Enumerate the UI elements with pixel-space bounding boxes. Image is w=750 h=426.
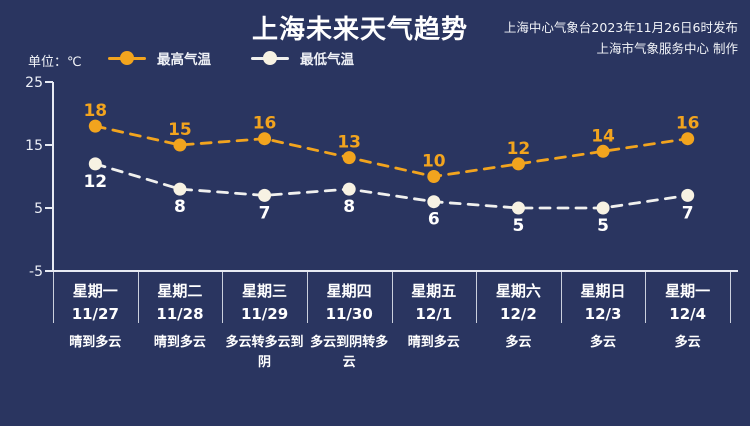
low-temp-point (427, 195, 441, 209)
forecast-day-column: 星期二 11/28 晴到多云 (138, 271, 223, 373)
high-temp-value-label: 18 (83, 101, 107, 121)
legend-item-low-temp: 最低气温 (251, 48, 354, 68)
date-label: 12/1 (415, 305, 453, 323)
legend-item-high-temp: 最高气温 (108, 48, 211, 68)
date-label: 11/28 (156, 305, 204, 323)
high-temp-value-label: 10 (422, 152, 446, 172)
high-temp-point (342, 151, 356, 165)
low-temp-point (596, 201, 610, 215)
weather-label: 多云 (674, 335, 701, 350)
column-separator (222, 271, 224, 323)
forecast-day-column: 星期五 12/1 晴到多云 (392, 271, 477, 373)
low-temp-value-label: 7 (259, 203, 271, 223)
weather-label: 晴到多云 (69, 335, 122, 350)
y-axis-tick-label: 25 (25, 75, 43, 91)
date-label: 11/30 (325, 305, 373, 323)
high-temp-point (88, 119, 102, 133)
weather-label: 晴到多云 (153, 335, 206, 350)
column-separator (730, 271, 731, 323)
date-label: 12/2 (500, 305, 537, 323)
weather-label: 晴到多云 (407, 335, 460, 350)
column-separator (306, 271, 308, 323)
source-line-2: 上海市气象服务中心 制作 (596, 41, 738, 56)
forecast-day-column: 星期四 11/30 多云到阴转多云 (307, 271, 392, 373)
date-label: 12/4 (669, 305, 707, 323)
high-temp-point (681, 132, 695, 146)
day-label: 星期四 (326, 282, 372, 300)
forecast-day-column: 星期一 11/27 晴到多云 (53, 271, 138, 373)
low-temp-point (258, 188, 272, 202)
date-label: 11/27 (71, 305, 119, 323)
high-temp-point (173, 138, 187, 152)
low-temp-point (173, 182, 187, 196)
high-temp-value-label: 12 (507, 139, 531, 159)
high-temp-point (427, 170, 441, 183)
column-separator (476, 271, 478, 323)
column-separator (391, 271, 393, 323)
low-temp-value-label: 6 (428, 210, 440, 230)
forecast-day-column: 星期六 12/2 多云 (476, 271, 561, 373)
chart-title: 上海未来天气趋势 (251, 15, 469, 45)
day-label: 星期二 (157, 282, 203, 300)
column-separator (560, 271, 562, 323)
high-temp-value-label: 13 (337, 133, 361, 153)
y-axis-tick-label: 15 (25, 138, 43, 154)
low-temp-point (342, 182, 356, 196)
low-temp-value-label: 8 (174, 197, 186, 217)
column-separator (53, 271, 54, 323)
y-axis-tick-label: 5 (34, 201, 43, 217)
low-temp-point (681, 188, 695, 202)
high-temp-point (596, 144, 610, 158)
day-label: 星期三 (242, 282, 288, 300)
day-label: 星期六 (495, 282, 541, 300)
high-temp-value-label: 14 (591, 126, 615, 146)
forecast-table: 星期一 11/27 晴到多云 星期二 11/28 晴到多云 星期三 11/29 … (53, 271, 730, 373)
day-label: 星期日 (580, 282, 626, 300)
high-temp-marker-icon (108, 51, 146, 65)
low-temp-value-label: 5 (513, 216, 525, 236)
low-temp-point (511, 201, 525, 215)
weather-label: 多云 (590, 335, 617, 350)
legend-label-high-temp: 最高气温 (157, 52, 211, 68)
column-separator (645, 271, 647, 323)
chart-legend: 最高气温 最低气温 (108, 48, 354, 68)
low-temp-marker-icon (251, 51, 289, 65)
y-axis-unit-label: 单位：℃ (28, 55, 82, 70)
low-temp-value-label: 8 (343, 197, 355, 217)
weather-label: 多云转多云到阴 (225, 335, 304, 371)
forecast-day-column: 星期三 11/29 多云转多云到阴 (222, 271, 307, 373)
day-label: 星期一 (665, 282, 711, 300)
high-temp-value-label: 15 (168, 120, 192, 140)
low-temp-value-label: 5 (597, 216, 609, 236)
weather-label: 多云 (505, 335, 532, 350)
forecast-day-column: 星期日 12/3 多云 (561, 271, 646, 373)
day-label: 星期五 (411, 282, 457, 300)
high-temp-value-label: 16 (253, 114, 277, 134)
source-attribution: 上海中心气象台2023年11月26日6时发布 上海市气象服务中心 制作 (504, 17, 738, 59)
high-temp-line (93, 124, 690, 178)
high-temp-value-label: 16 (676, 114, 700, 134)
legend-label-low-temp: 最低气温 (300, 52, 354, 68)
high-temp-point (258, 132, 272, 146)
low-temp-point (88, 157, 102, 171)
weather-label: 多云到阴转多云 (310, 335, 389, 371)
low-temp-value-label: 7 (682, 203, 694, 223)
y-axis-tick-label: -5 (29, 264, 43, 280)
column-separator (137, 271, 139, 323)
high-temp-point (511, 157, 525, 171)
forecast-day-column: 星期一 12/4 多云 (645, 271, 730, 373)
date-label: 11/29 (240, 305, 289, 323)
date-label: 12/3 (584, 305, 622, 323)
source-line-1: 上海中心气象台2023年11月26日6时发布 (503, 20, 738, 35)
day-label: 星期一 (72, 282, 118, 300)
low-temp-value-label: 12 (83, 172, 107, 192)
